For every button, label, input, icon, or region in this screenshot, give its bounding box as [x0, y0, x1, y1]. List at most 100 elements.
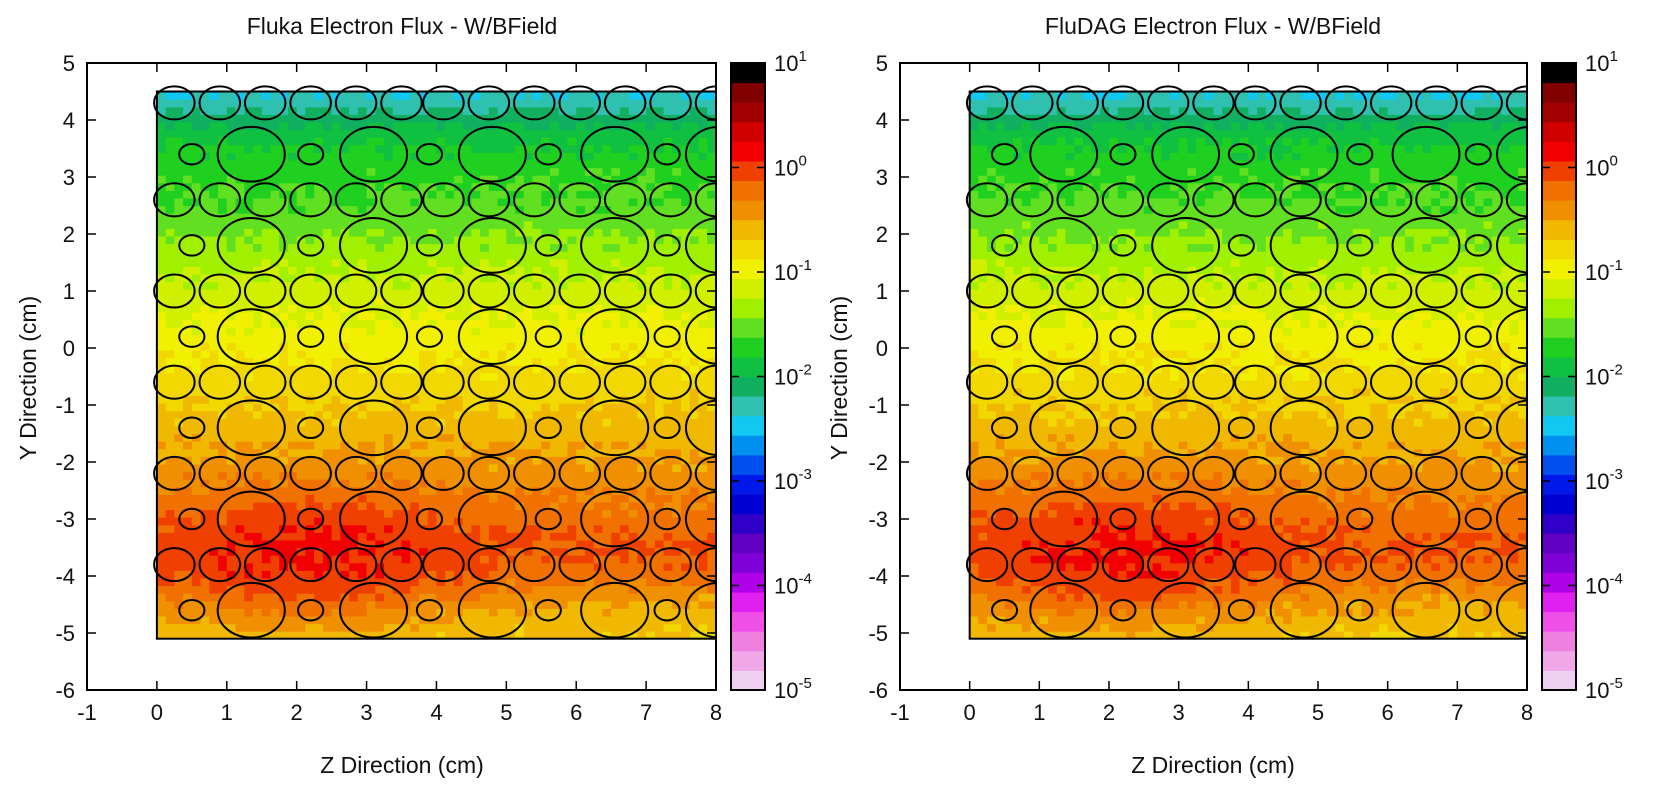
- heatmap-cell: [646, 137, 655, 145]
- heatmap-cell: [489, 137, 498, 145]
- heatmap-cell: [174, 320, 183, 328]
- heatmap-cell: [428, 175, 437, 183]
- heatmap-cell: [157, 244, 166, 252]
- heatmap-cell: [270, 244, 279, 252]
- heatmap-cell: [664, 266, 673, 274]
- heatmap-cell: [637, 449, 646, 457]
- heatmap-cell: [602, 403, 611, 411]
- heatmap-cell: [445, 145, 454, 153]
- heatmap-cell: [244, 320, 253, 328]
- heatmap-cell: [375, 441, 384, 449]
- heatmap-cell: [270, 418, 279, 426]
- heatmap-cell: [611, 510, 620, 518]
- heatmap-cell: [524, 472, 533, 480]
- heatmap-cell: [288, 137, 297, 145]
- heatmap-cell: [410, 441, 419, 449]
- heatmap-cell: [1109, 624, 1118, 632]
- heatmap-cell: [436, 624, 445, 632]
- heatmap-cell: [332, 228, 341, 236]
- heatmap-cell: [323, 517, 332, 525]
- heatmap-cell: [218, 244, 227, 252]
- heatmap-cell: [629, 434, 638, 442]
- heatmap-cell: [305, 586, 314, 594]
- heatmap-cell: [157, 403, 166, 411]
- heatmap-cell: [253, 342, 262, 350]
- heatmap-cell: [567, 168, 576, 176]
- heatmap-cell: [157, 358, 166, 366]
- heatmap-cell: [384, 99, 393, 107]
- heatmap-cell: [332, 312, 341, 320]
- heatmap-cell: [270, 434, 279, 442]
- heatmap-cell: [174, 350, 183, 358]
- heatmap-cell: [646, 175, 655, 183]
- colorbar-swatch: [731, 161, 765, 181]
- heatmap-cell: [541, 312, 550, 320]
- heatmap-cell: [262, 107, 271, 115]
- heatmap-cell: [585, 198, 594, 206]
- heatmap-cell: [559, 502, 568, 510]
- heatmap-cell: [629, 282, 638, 290]
- heatmap-cell: [611, 160, 620, 168]
- heatmap-cell: [183, 221, 192, 229]
- heatmap-cell: [664, 608, 673, 616]
- heatmap-cell: [288, 304, 297, 312]
- heatmap-cell: [594, 411, 603, 419]
- heatmap-cell: [192, 540, 201, 548]
- heatmap-cell: [393, 601, 402, 609]
- heatmap-cell: [402, 479, 411, 487]
- heatmap-cell: [192, 494, 201, 502]
- heatmap-cell: [270, 327, 279, 335]
- heatmap-cell: [253, 327, 262, 335]
- heatmap-cell: [218, 152, 227, 160]
- colorbar-swatch: [731, 181, 765, 201]
- heatmap-cell: [218, 289, 227, 297]
- x-tick-label: 5: [500, 700, 512, 725]
- heatmap-cell: [236, 608, 245, 616]
- heatmap-cell: [393, 434, 402, 442]
- heatmap-cell: [183, 175, 192, 183]
- heatmap-cell: [157, 228, 166, 236]
- colorbar-swatch: [731, 83, 765, 103]
- heatmap-cell: [323, 137, 332, 145]
- heatmap-cell: [349, 517, 358, 525]
- heatmap-cell: [314, 449, 323, 457]
- heatmap-cell: [166, 494, 175, 502]
- heatmap-cell: [463, 418, 472, 426]
- heatmap-cell: [419, 532, 428, 540]
- heatmap-cell: [471, 373, 480, 381]
- heatmap-cell: [384, 152, 393, 160]
- heatmap-cell: [463, 335, 472, 343]
- heatmap-cell: [410, 251, 419, 259]
- heatmap-cell: [367, 335, 376, 343]
- heatmap-cell: [340, 358, 349, 366]
- heatmap-cell: [672, 350, 681, 358]
- heatmap-cell: [358, 320, 367, 328]
- heatmap-cell: [454, 99, 463, 107]
- heatmap-cell: [576, 555, 585, 563]
- heatmap-cell: [611, 282, 620, 290]
- heatmap-cell: [218, 373, 227, 381]
- heatmap-cell: [463, 213, 472, 221]
- heatmap-cell: [314, 190, 323, 198]
- heatmap-cell: [463, 145, 472, 153]
- heatmap-cell: [314, 221, 323, 229]
- heatmap-cell: [201, 130, 210, 138]
- heatmap-cell: [585, 122, 594, 130]
- heatmap-cell: [157, 327, 166, 335]
- heatmap-cell: [445, 510, 454, 518]
- heatmap-cell: [393, 190, 402, 198]
- heatmap-cell: [541, 168, 550, 176]
- heatmap-cell: [672, 563, 681, 571]
- heatmap-cell: [690, 540, 699, 548]
- heatmap-cell: [209, 99, 218, 107]
- heatmap-cell: [428, 350, 437, 358]
- heatmap-cell: [611, 251, 620, 259]
- heatmap-cell: [681, 168, 690, 176]
- heatmap-cell: [515, 198, 524, 206]
- heatmap-cell: [375, 365, 384, 373]
- heatmap-cell: [358, 388, 367, 396]
- heatmap-cell: [166, 479, 175, 487]
- heatmap-cell: [567, 540, 576, 548]
- heatmap-cell: [297, 555, 306, 563]
- heatmap-cell: [183, 358, 192, 366]
